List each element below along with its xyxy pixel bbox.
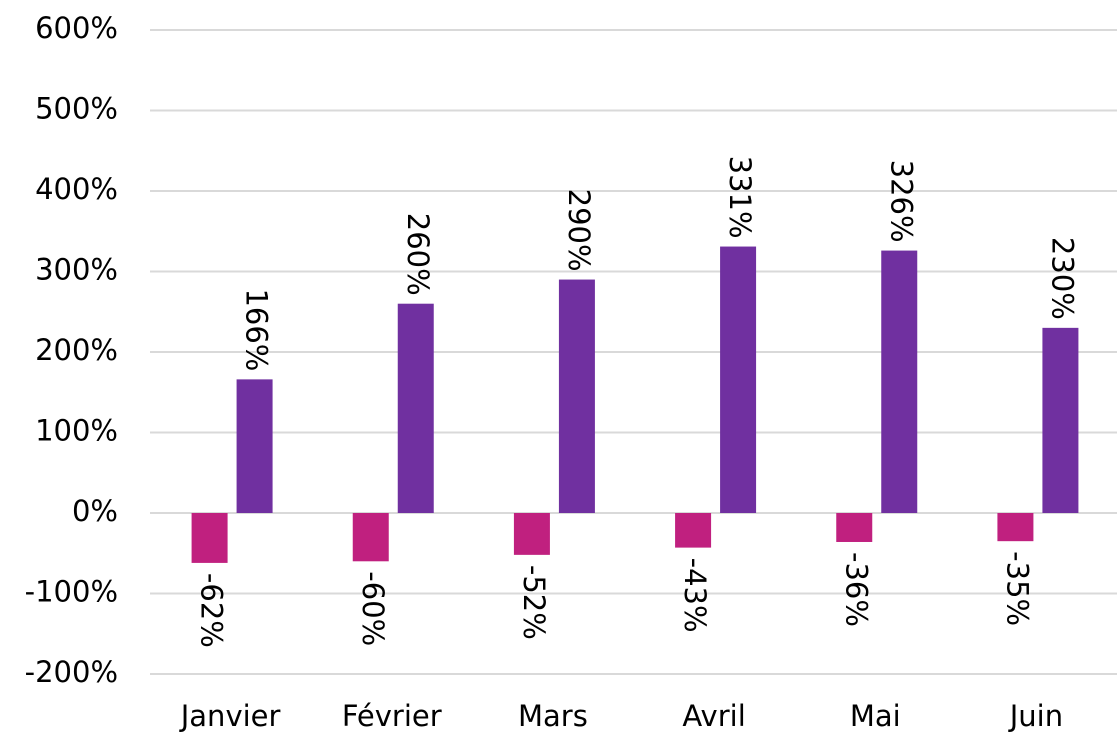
bar (881, 250, 918, 513)
bar (997, 513, 1034, 542)
data-label: 290% (562, 189, 596, 272)
bar (513, 513, 550, 555)
y-tick-label: 600% (35, 11, 118, 45)
x-tick-label: Avril (682, 699, 745, 733)
x-tick-label: Juin (1008, 699, 1063, 733)
x-tick-label: Mars (518, 699, 588, 733)
bar (836, 513, 873, 542)
y-tick-label: 0% (72, 494, 118, 528)
bar (558, 279, 595, 513)
y-tick-label: 500% (35, 92, 118, 126)
bar (236, 379, 273, 513)
data-label: 326% (884, 160, 918, 243)
data-label: -52% (517, 565, 551, 640)
y-tick-label: 300% (35, 253, 118, 287)
data-label: -36% (839, 552, 873, 627)
bar (352, 513, 389, 562)
y-tick-label: 100% (35, 414, 118, 448)
y-tick-label: 200% (35, 333, 118, 367)
data-label: 230% (1045, 237, 1079, 320)
data-label: 166% (240, 288, 274, 371)
bar (1042, 327, 1079, 513)
x-tick-label: Mai (850, 699, 901, 733)
y-tick-label: -200% (25, 655, 118, 689)
bar (720, 246, 757, 514)
bar (397, 303, 434, 513)
y-tick-label: 400% (35, 172, 118, 206)
data-label: -62% (195, 573, 229, 648)
data-label: -60% (356, 571, 390, 646)
bar (191, 513, 228, 563)
data-label: -43% (678, 558, 712, 633)
data-label: 331% (723, 156, 757, 239)
data-label: 260% (401, 213, 435, 296)
data-label: -35% (1000, 551, 1034, 626)
bar (675, 513, 712, 548)
x-tick-label: Février (342, 699, 442, 733)
y-tick-label: -100% (25, 575, 118, 609)
x-tick-label: Janvier (179, 699, 281, 733)
